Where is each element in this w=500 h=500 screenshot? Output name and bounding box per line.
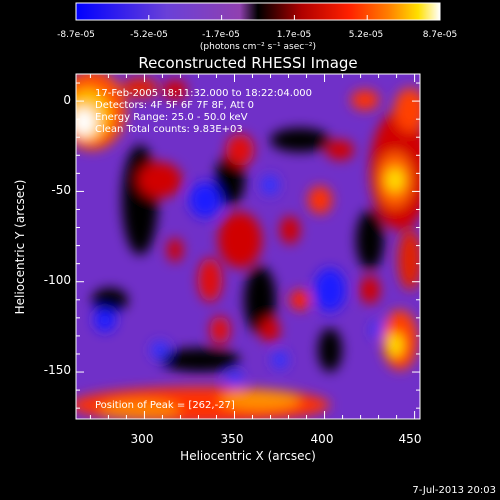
annotation-counts: Clean Total counts: 9.83E+03 [95, 124, 243, 135]
plot-title: Reconstructed RHESSI Image [138, 54, 357, 72]
timestamp: 7-Jul-2013 20:03 [412, 485, 496, 496]
colorbar-tick-label: -8.7e-05 [57, 30, 95, 40]
y-tick-label: -50 [51, 183, 71, 197]
peak-position-label: Position of Peak = [262,-27] [95, 400, 235, 411]
x-axis-label: Heliocentric X (arcsec) [180, 449, 316, 463]
annotation-detectors: Detectors: 4F 5F 6F 7F 8F, Att 0 [95, 100, 254, 111]
y-tick-label: 0 [63, 93, 71, 107]
colorbar [75, 2, 441, 21]
y-tick-label: -100 [44, 273, 71, 287]
colorbar-tick-label: -5.2e-05 [130, 30, 168, 40]
x-tick-label: 400 [311, 432, 334, 446]
axis-ticks [76, 74, 420, 419]
rhessi-image [76, 74, 420, 419]
colorbar-tick-label: 5.2e-05 [349, 30, 384, 40]
y-tick-label: -150 [44, 363, 71, 377]
colorbar-tick-label: 8.7e-05 [423, 30, 458, 40]
colorbar-tick-label: -1.7e-05 [202, 30, 240, 40]
x-tick-label: 450 [399, 432, 422, 446]
colorbar-ticks [75, 15, 441, 20]
x-tick-label: 300 [131, 432, 154, 446]
x-tick-label: 350 [221, 432, 244, 446]
annotation-time-range: 17-Feb-2005 18:11:32.000 to 18:22:04.000 [95, 88, 312, 99]
colorbar-unit-label: (photons cm⁻² s⁻¹ asec⁻²) [200, 42, 316, 52]
y-axis-label: Heliocentric Y (arcsec) [13, 180, 27, 315]
colorbar-tick-label: 1.7e-05 [277, 30, 312, 40]
annotation-energy-range: Energy Range: 25.0 - 50.0 keV [95, 112, 248, 123]
plot-frame [75, 73, 421, 420]
